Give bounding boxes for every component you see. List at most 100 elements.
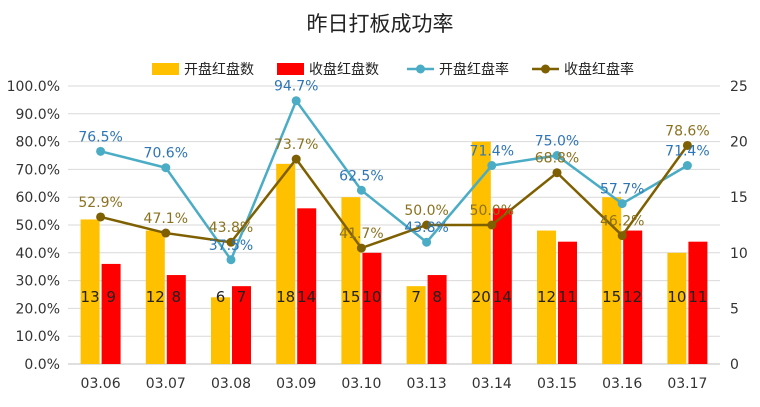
y-left-tick-label: 0.0% xyxy=(24,357,60,373)
bar-value-label: 7 xyxy=(411,288,421,306)
bar-close xyxy=(623,230,643,364)
legend-label: 开盘红盘率 xyxy=(439,61,509,78)
line-value-label: 43.8% xyxy=(209,220,253,236)
bar-value-label: 12 xyxy=(623,288,642,306)
bar-open xyxy=(80,219,100,364)
line-point xyxy=(487,161,497,171)
bar-value-label: 18 xyxy=(276,288,295,306)
y-axis-right: 0 5 10 15 20 25 xyxy=(730,79,748,373)
line-point xyxy=(226,237,236,247)
line-point xyxy=(422,220,432,230)
bar-close xyxy=(232,286,251,364)
bar-value-label: 9 xyxy=(106,288,116,306)
line-value-label: 68.8% xyxy=(535,151,579,167)
line-close-rate xyxy=(100,144,689,250)
line-value-label: 70.6% xyxy=(144,146,188,162)
line-point xyxy=(356,185,366,195)
bar-close xyxy=(558,241,577,364)
line-value-label: 37.5% xyxy=(209,238,253,254)
line-value-label: 78.6% xyxy=(665,123,709,139)
bar-value-label: 15 xyxy=(602,288,621,306)
y-left-tick-label: 10.0% xyxy=(16,329,60,345)
legend-label: 收盘红盘数 xyxy=(309,61,379,78)
line-point xyxy=(226,255,236,265)
lines xyxy=(96,96,692,265)
bar-value-label: 13 xyxy=(81,288,100,306)
line-point xyxy=(291,154,301,164)
y-left-tick-label: 50.0% xyxy=(16,218,60,234)
y-right-tick-label: 0 xyxy=(730,357,739,373)
bar-value-label: 10 xyxy=(362,288,381,306)
line-value-label: 52.9% xyxy=(78,195,122,211)
line-labels: 76.5% 70.6% 37.5% 94.7% 62.5% 43.8% 71.4% 75.0%… xyxy=(78,79,709,254)
legend-label: 开盘红盘数 xyxy=(184,61,254,78)
y-left-tick-label: 80.0% xyxy=(16,135,60,151)
bar-close xyxy=(101,263,121,364)
y-left-tick-label: 60.0% xyxy=(16,190,60,206)
y-left-tick-label: 20.0% xyxy=(16,301,60,317)
x-tick-label: 03.13 xyxy=(407,376,447,392)
legend-swatch xyxy=(277,63,304,75)
y-right-tick-label: 10 xyxy=(730,246,748,262)
bar-value-label: 14 xyxy=(297,288,316,306)
legend-item: 收盘红盘数 xyxy=(277,61,379,78)
x-axis: 03.06 03.07 03.08 03.09 03.10 03.13 03.14 03.15… xyxy=(81,376,708,392)
bar-open xyxy=(602,197,622,364)
bar-value-label: 10 xyxy=(667,288,686,306)
y-right-tick-label: 25 xyxy=(730,79,748,95)
line-value-label: 57.7% xyxy=(600,182,644,198)
line-point xyxy=(682,161,692,171)
bar-value-label: 12 xyxy=(537,288,556,306)
line-point xyxy=(682,140,692,150)
y-axis-left: 0.0% 10.0% 20.0% 30.0% 40.0% 50.0% 60.0% 70.0% 8… xyxy=(7,79,60,373)
legend-label: 收盘红盘率 xyxy=(564,61,634,78)
bar-value-label: 12 xyxy=(146,288,165,306)
legend-item: 收盘红盘率 xyxy=(532,61,634,78)
line-point xyxy=(161,228,171,238)
bar-open xyxy=(145,230,165,364)
line-point xyxy=(96,146,106,156)
bars xyxy=(80,141,708,364)
bar-value-label: 15 xyxy=(341,288,360,306)
y-left-tick-label: 90.0% xyxy=(16,107,60,123)
line-value-label: 73.7% xyxy=(274,137,318,153)
line-value-label: 75.0% xyxy=(535,134,579,150)
line-value-label: 46.2% xyxy=(600,214,644,230)
line-value-label: 50.0% xyxy=(470,203,514,219)
line-point xyxy=(617,231,627,241)
line-point xyxy=(96,212,106,222)
legend-item: 开盘红盘率 xyxy=(407,61,509,78)
bar-open xyxy=(276,163,296,364)
x-tick-label: 03.09 xyxy=(276,376,316,392)
bar-open xyxy=(341,197,361,364)
legend-marker xyxy=(416,64,425,74)
line-open-rate xyxy=(100,98,689,263)
bar-labels: 13 12 6 18 15 7 20 12 15 109 8 7 14 10 8 14 11 12 11 xyxy=(81,288,708,306)
line-point xyxy=(617,199,627,209)
bar-value-label: 7 xyxy=(237,288,247,306)
bar-value-label: 20 xyxy=(472,288,491,306)
legend-item: 开盘红盘数 xyxy=(152,61,254,78)
x-tick-label: 03.08 xyxy=(211,376,251,392)
legend: 开盘红盘数 收盘红盘数 开盘红盘率 收盘红盘率 xyxy=(152,61,634,78)
x-tick-label: 03.15 xyxy=(537,376,577,392)
line-point xyxy=(552,168,562,178)
x-tick-label: 03.16 xyxy=(602,376,642,392)
line-value-label: 76.5% xyxy=(78,129,122,145)
line-point xyxy=(291,96,301,106)
line-value-label: 43.8% xyxy=(404,220,448,236)
y-right-tick-label: 5 xyxy=(730,301,739,317)
line-value-label: 41.7% xyxy=(339,226,383,242)
line-value-label: 62.5% xyxy=(339,168,383,184)
bar-open xyxy=(667,252,687,364)
y-left-tick-label: 30.0% xyxy=(16,274,60,290)
x-tick-label: 03.07 xyxy=(146,376,186,392)
legend-swatch xyxy=(152,63,179,75)
bar-close xyxy=(492,208,512,364)
bar-value-label: 11 xyxy=(558,288,577,306)
legend-marker xyxy=(541,64,550,74)
line-point xyxy=(161,163,171,173)
line-value-label: 50.0% xyxy=(404,203,448,219)
